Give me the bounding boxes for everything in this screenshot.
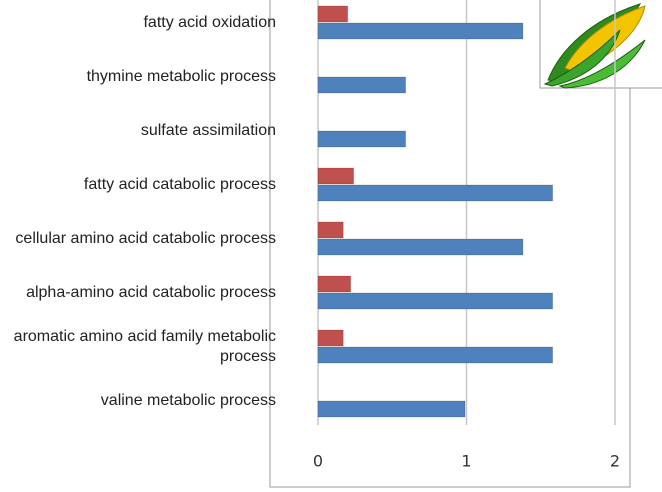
bar xyxy=(317,167,355,185)
chart-frame xyxy=(269,0,631,488)
category-label: valine metabolic process xyxy=(100,392,276,409)
bar xyxy=(317,221,344,239)
bar xyxy=(317,238,524,256)
plot-area: 0 1 2 xyxy=(313,0,620,471)
bar xyxy=(317,130,407,148)
category-label: cellular amino acid catabolic process xyxy=(15,230,276,247)
bar xyxy=(317,346,554,364)
category-label: alpha-amino acid catabolic process xyxy=(26,284,276,301)
bar xyxy=(317,292,554,310)
category-label: thymine metabolic process xyxy=(86,68,276,85)
x-tick-label: 0 xyxy=(313,452,323,471)
bar xyxy=(317,329,344,347)
bar xyxy=(317,400,466,418)
bar xyxy=(317,275,352,293)
bar xyxy=(317,22,524,40)
category-label: sulfate assimilation xyxy=(140,122,276,139)
category-label: aromatic amino acid family metabolic pro… xyxy=(13,328,276,365)
category-label: fatty acid catabolic process xyxy=(83,176,276,193)
x-tick-label: 1 xyxy=(461,452,471,471)
corn-icon xyxy=(539,0,662,89)
category-label: fatty acid oxidation xyxy=(143,14,276,31)
bar xyxy=(317,76,407,94)
bar xyxy=(317,5,349,23)
x-tick-label: 2 xyxy=(610,452,620,471)
bar xyxy=(317,184,554,202)
